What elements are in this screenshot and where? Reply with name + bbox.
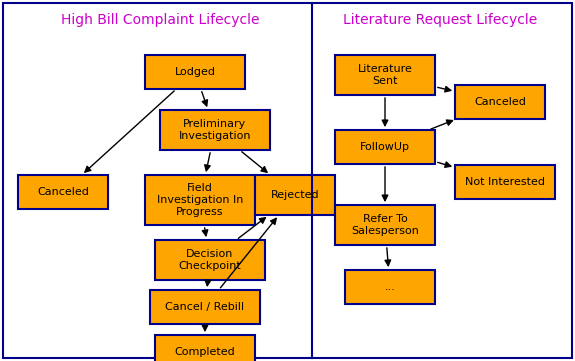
Text: Canceled: Canceled <box>37 187 89 197</box>
Text: ...: ... <box>385 282 396 292</box>
Text: FollowUp: FollowUp <box>360 142 410 152</box>
Text: Literature
Sent: Literature Sent <box>358 64 412 86</box>
FancyBboxPatch shape <box>145 55 245 89</box>
Text: Lodged: Lodged <box>174 67 216 77</box>
FancyBboxPatch shape <box>18 175 108 209</box>
FancyBboxPatch shape <box>145 175 255 225</box>
FancyBboxPatch shape <box>455 165 555 199</box>
FancyBboxPatch shape <box>155 335 255 361</box>
FancyBboxPatch shape <box>335 130 435 164</box>
Text: Canceled: Canceled <box>474 97 526 107</box>
Text: Preliminary
Investigation: Preliminary Investigation <box>179 119 251 141</box>
Text: Cancel / Rebill: Cancel / Rebill <box>166 302 244 312</box>
Text: Rejected: Rejected <box>271 190 319 200</box>
Text: Literature Request Lifecycle: Literature Request Lifecycle <box>343 13 537 27</box>
Text: Refer To
Salesperson: Refer To Salesperson <box>351 214 419 236</box>
FancyBboxPatch shape <box>255 175 335 215</box>
Text: Not Interested: Not Interested <box>465 177 545 187</box>
FancyBboxPatch shape <box>335 55 435 95</box>
Text: Completed: Completed <box>175 347 235 357</box>
FancyBboxPatch shape <box>160 110 270 150</box>
FancyBboxPatch shape <box>455 85 545 119</box>
FancyBboxPatch shape <box>345 270 435 304</box>
FancyBboxPatch shape <box>335 205 435 245</box>
FancyBboxPatch shape <box>155 240 265 280</box>
Text: Field
Investigation In
Progress: Field Investigation In Progress <box>157 183 243 217</box>
Text: High Bill Complaint Lifecycle: High Bill Complaint Lifecycle <box>61 13 259 27</box>
FancyBboxPatch shape <box>150 290 260 324</box>
Text: Decision
Checkpoint: Decision Checkpoint <box>179 249 241 271</box>
